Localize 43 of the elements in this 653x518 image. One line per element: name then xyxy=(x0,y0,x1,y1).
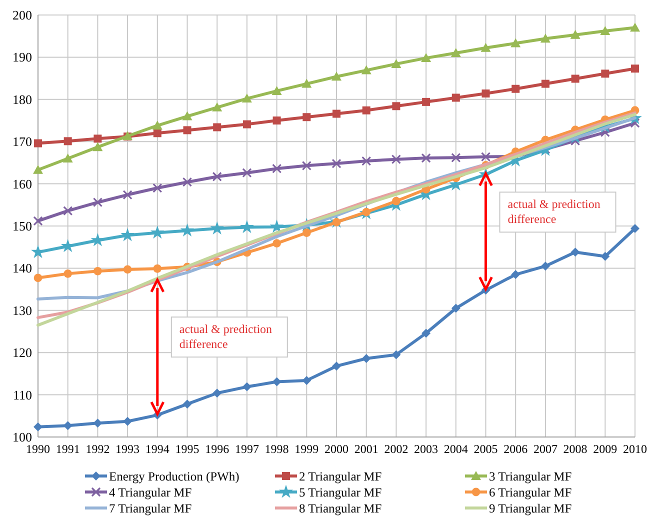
y-tick-label: 150 xyxy=(12,218,32,234)
y-tick-label: 200 xyxy=(12,8,32,22)
x-tick-label: 1990 xyxy=(26,442,50,456)
x-tick-label: 2008 xyxy=(563,442,588,456)
y-tick-label: 130 xyxy=(12,302,32,318)
annotation: actual & prediction difference xyxy=(179,322,272,352)
legend-label: 9 Triangular MF xyxy=(489,502,572,516)
x-tick-label: 1997 xyxy=(234,442,259,456)
x-tick-label: 1993 xyxy=(116,442,140,456)
x-tick-label: 2006 xyxy=(504,442,528,456)
x-tick-label: 2007 xyxy=(533,442,558,456)
legend-label: 2 Triangular MF xyxy=(299,470,382,484)
legend-label: 8 Triangular MF xyxy=(299,502,382,516)
x-tick-label: 1995 xyxy=(175,442,200,456)
y-tick-label: 120 xyxy=(12,345,32,360)
x-tick-label: 2000 xyxy=(324,442,348,456)
x-tick-label: 2002 xyxy=(384,442,408,456)
legend-label: 6 Triangular MF xyxy=(489,486,572,500)
y-tick-label: 140 xyxy=(12,260,32,276)
x-tick-label: 2005 xyxy=(474,442,498,456)
x-tick-label: 2001 xyxy=(354,442,378,456)
x-tick-label: 1996 xyxy=(205,442,230,456)
y-tick-label: 180 xyxy=(12,92,32,107)
x-tick-label: 2009 xyxy=(593,442,618,456)
y-tick-label: 160 xyxy=(12,176,32,192)
legend-label: Energy Production (PWh) xyxy=(109,470,240,484)
legend-label: 3 Triangular MF xyxy=(489,470,572,484)
legend-label: 4 Triangular MF xyxy=(109,486,192,500)
y-tick-label: 100 xyxy=(12,430,32,444)
x-tick-label: 2004 xyxy=(444,442,468,456)
x-tick-label: 1999 xyxy=(294,442,319,456)
x-tick-label: 1991 xyxy=(56,442,80,456)
y-tick-label: 190 xyxy=(12,50,32,65)
legend-label: 7 Triangular MF xyxy=(109,502,192,516)
x-tick-label: 1998 xyxy=(264,442,289,456)
annotation: actual & prediction difference xyxy=(508,197,600,226)
x-tick-label: 1992 xyxy=(86,442,110,456)
y-tick-label: 170 xyxy=(12,134,32,150)
x-tick-label: 2010 xyxy=(623,442,647,456)
x-tick-label: 1994 xyxy=(145,442,170,456)
y-tick-label: 110 xyxy=(12,387,32,402)
legend-label: 5 Triangular MF xyxy=(299,486,382,500)
x-tick-label: 2003 xyxy=(414,442,438,456)
